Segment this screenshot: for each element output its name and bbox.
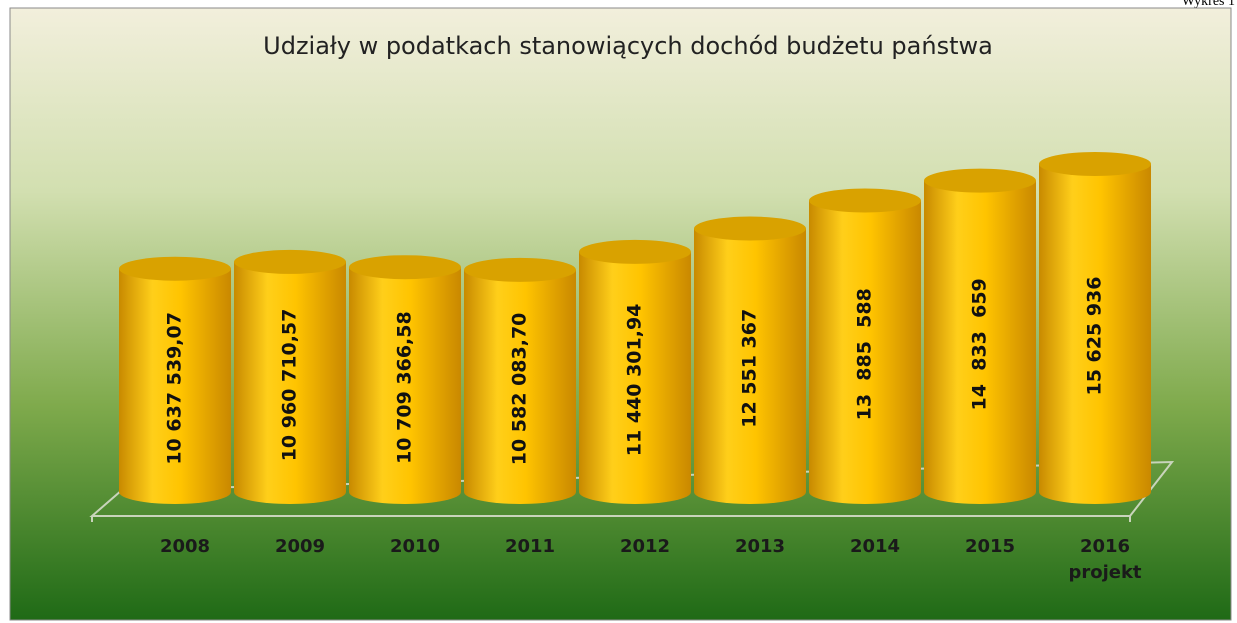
chart-title: Udziały w podatkach stanowiących dochód … [263, 32, 993, 60]
value-label: 12 551 367 [739, 309, 761, 428]
value-label: 14 833 659 [969, 278, 991, 410]
bar-top [119, 256, 231, 281]
annotation: Wykres 1 [1181, 0, 1235, 9]
bar [234, 249, 346, 504]
value-label: 15 625 936 [1084, 277, 1106, 396]
floor [89, 460, 1175, 517]
x-tick-label: 2009 [274, 536, 326, 557]
bar-body [349, 267, 461, 504]
bar-body [234, 261, 346, 504]
bar-top [694, 216, 806, 241]
bar-body [694, 228, 806, 505]
bar [119, 256, 231, 504]
x-tick-label: 2008 [159, 536, 211, 557]
x-tick-label: 2013 [734, 536, 786, 557]
value-label: 10 709 366,58 [394, 311, 416, 464]
x-tick-label: 2012 [619, 536, 671, 557]
bar [809, 188, 921, 505]
bar-top [464, 257, 576, 282]
value-label: 10 582 083,70 [509, 313, 531, 466]
value-label: 10 637 539,07 [164, 312, 186, 465]
bar-body [1039, 164, 1151, 504]
bar-top [579, 239, 691, 264]
bar-top [1039, 152, 1151, 176]
bar-body [579, 251, 691, 504]
x-tick-label: 2015 [964, 536, 1016, 557]
x-tick-label: 2014 [849, 536, 901, 557]
bar [579, 239, 691, 504]
x-tick-label: 2016 projekt [1068, 536, 1142, 583]
bar-top [809, 188, 921, 213]
value-label: 10 960 710,57 [279, 309, 301, 462]
bar [464, 257, 576, 504]
bar-top [924, 168, 1036, 193]
value-label: 13 885 588 [854, 288, 876, 420]
bar-body [809, 200, 921, 505]
bar-top [349, 255, 461, 280]
bar [349, 255, 461, 504]
x-tick-label: 2011 [504, 536, 556, 557]
bar-top [234, 249, 346, 274]
bar-body [464, 269, 576, 504]
bar [924, 168, 1036, 504]
bar [694, 216, 806, 505]
bar [1039, 152, 1151, 504]
x-tick-label: 2010 [389, 536, 441, 557]
bar-body [119, 268, 231, 504]
bar-body [924, 180, 1036, 504]
value-label: 11 440 301,94 [624, 304, 646, 457]
